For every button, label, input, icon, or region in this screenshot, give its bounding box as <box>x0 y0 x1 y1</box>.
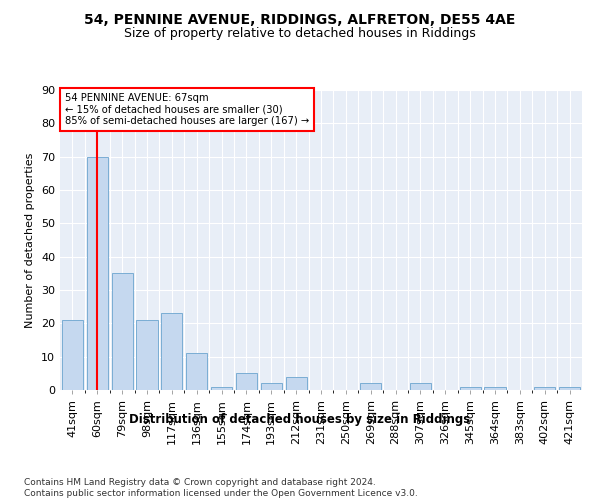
Bar <box>410 384 431 390</box>
Text: 54 PENNINE AVENUE: 67sqm
← 15% of detached houses are smaller (30)
85% of semi-d: 54 PENNINE AVENUE: 67sqm ← 15% of detach… <box>65 93 310 126</box>
Text: Distribution of detached houses by size in Riddings: Distribution of detached houses by size … <box>130 412 470 426</box>
Bar <box>161 314 182 390</box>
Text: Contains HM Land Registry data © Crown copyright and database right 2024.
Contai: Contains HM Land Registry data © Crown c… <box>24 478 418 498</box>
Text: 54, PENNINE AVENUE, RIDDINGS, ALFRETON, DE55 4AE: 54, PENNINE AVENUE, RIDDINGS, ALFRETON, … <box>85 12 515 26</box>
Bar <box>112 274 133 390</box>
Bar <box>261 384 282 390</box>
Bar <box>360 384 381 390</box>
Text: Size of property relative to detached houses in Riddings: Size of property relative to detached ho… <box>124 28 476 40</box>
Bar <box>559 386 580 390</box>
Bar <box>286 376 307 390</box>
Bar <box>534 386 555 390</box>
Y-axis label: Number of detached properties: Number of detached properties <box>25 152 35 328</box>
Bar <box>236 374 257 390</box>
Bar <box>87 156 108 390</box>
Bar <box>484 386 506 390</box>
Bar <box>211 386 232 390</box>
Bar <box>62 320 83 390</box>
Bar <box>186 354 207 390</box>
Bar <box>460 386 481 390</box>
Bar <box>136 320 158 390</box>
